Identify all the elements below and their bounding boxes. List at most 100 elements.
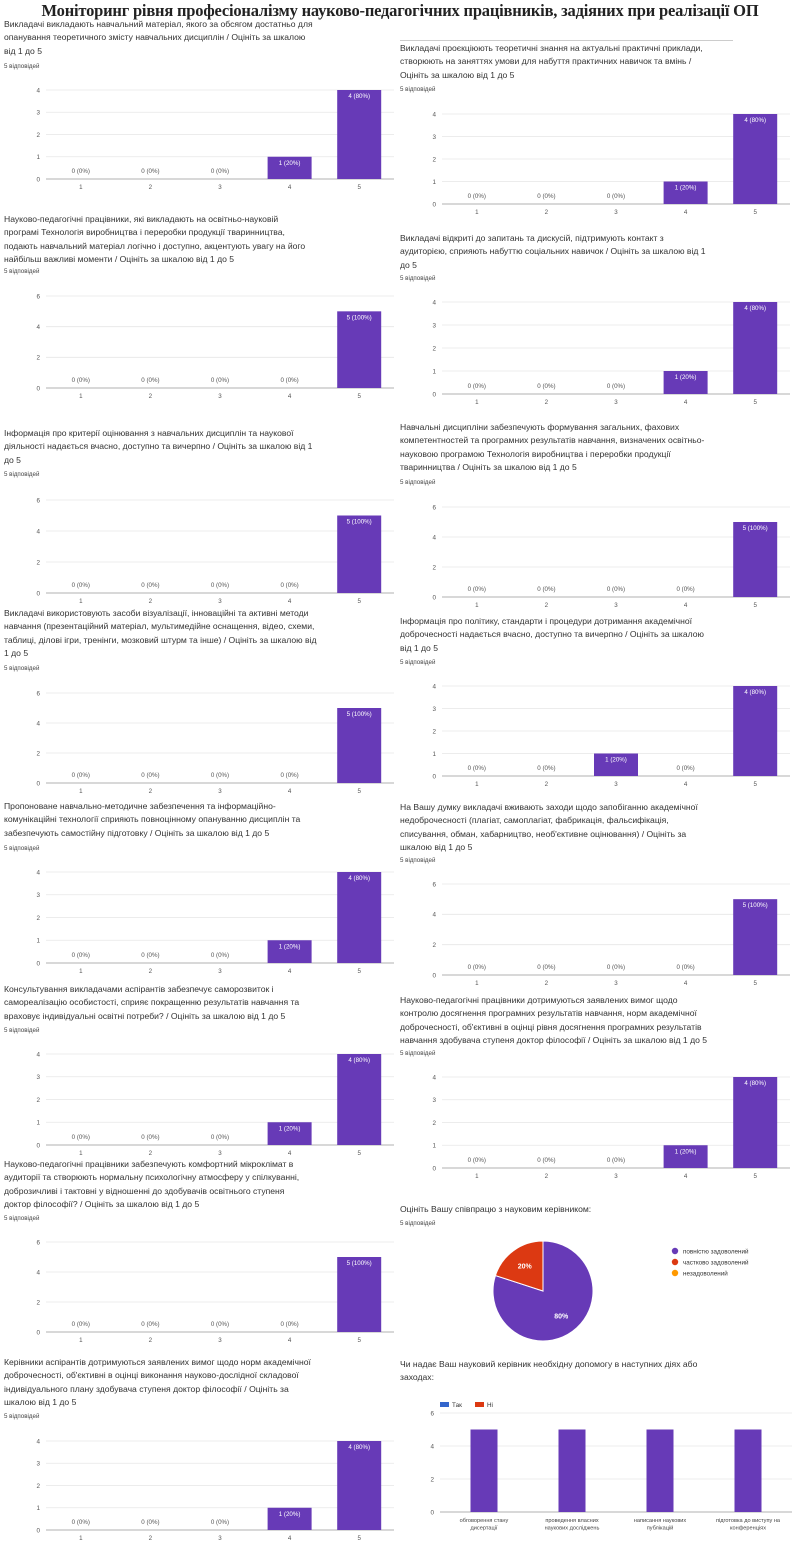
data-label: 0 (0%): [141, 168, 159, 175]
data-label: 0 (0%): [280, 582, 298, 589]
x-tick-label: 3: [614, 209, 618, 216]
x-tick-label: 5: [753, 399, 757, 406]
data-label: 0 (0%): [211, 1321, 229, 1328]
responses-count: 5 відповідей: [400, 857, 436, 864]
y-tick-label: 0: [432, 594, 436, 601]
x-tick-label: 2: [149, 788, 153, 795]
data-label: 0 (0%): [72, 1519, 90, 1526]
question-line: Оцініть Вашу співпрацю з науковим керівн…: [400, 1204, 592, 1214]
question-text: Оцініть Вашу співпрацю з науковим керівн…: [400, 1203, 790, 1216]
bar: [733, 1077, 778, 1168]
x-tick-label: 3: [218, 788, 222, 795]
question-line: таблиці, ділові ігри, тренінги, мозковий…: [4, 634, 317, 645]
data-label: 0 (0%): [72, 952, 90, 959]
question-text: На Вашу думку викладачі вживають заходи …: [400, 801, 790, 855]
bar-chart: 0 1 2 3 4 0 (0%) 1 0 (0%) 2 0 (0%) 3 1 (20%) 4 4 (80%…: [36, 1438, 394, 1542]
data-label: 4 (80%): [348, 93, 370, 100]
bar: [663, 1145, 708, 1168]
data-label: 0 (0%): [211, 952, 229, 959]
x-tick-label: 3: [614, 781, 618, 788]
data-label: 0 (0%): [468, 1157, 486, 1164]
question-line: доброчесності, об'єктивні в оцінці рівня…: [400, 1021, 702, 1032]
x-tick-label: 1: [475, 980, 479, 987]
data-label: 0 (0%): [141, 1519, 159, 1526]
data-label: 0 (0%): [280, 377, 298, 384]
y-tick-label: 2: [430, 1476, 434, 1483]
bar: [663, 371, 708, 394]
x-tick-label: 2: [149, 184, 153, 191]
question-line: Інформація про політику, стандарти і про…: [400, 616, 693, 626]
question-line: Науково-педагогічні працівники забезпечу…: [4, 1159, 294, 1169]
pie-chart: 80% 20% повністю задоволений частково задов…: [492, 1240, 749, 1342]
responses-count: 5 відповідей: [400, 479, 436, 486]
y-tick-label: 4: [36, 1438, 40, 1445]
data-label: 5 (100%): [347, 314, 372, 321]
question-text: Чи надає Ваш науковий керівник необхідну…: [400, 1358, 790, 1385]
x-tick-label: 1: [79, 1150, 83, 1157]
x-tick-label: 2: [149, 1535, 153, 1542]
question-line: найбільш важливі моменти / Оцініть за шк…: [4, 254, 235, 265]
x-tick-label: 1: [79, 788, 83, 795]
x-tick-label: 1: [79, 393, 83, 400]
x-tick-label: 1: [475, 1173, 479, 1180]
bar-chart: 0 1 2 3 4 0 (0%) 1 0 (0%) 2 1 (20%) 3 0 (0%) 4 4 (80%…: [432, 683, 790, 788]
data-label: 1 (20%): [605, 757, 627, 764]
responses-count: 5 відповідей: [400, 1050, 436, 1057]
y-tick-label: 4: [430, 1443, 434, 1450]
x-tick-label: 2: [545, 399, 549, 406]
data-label: 0 (0%): [468, 964, 486, 971]
y-tick-label: 3: [432, 706, 436, 713]
question-line: до 5: [400, 259, 417, 270]
question-line: Оцініть за шкалою від 1 до 5: [400, 69, 515, 80]
x-tick-label: 5: [357, 1535, 361, 1542]
x-tick-label: 3: [614, 980, 618, 987]
question-line: заходах:: [400, 1372, 434, 1383]
bar-chart: 0 1 2 3 4 0 (0%) 1 0 (0%) 2 0 (0%) 3 1 (20%) 4 4 (80%…: [432, 299, 790, 406]
y-tick-label: 3: [36, 1074, 40, 1081]
y-tick-label: 6: [36, 293, 40, 300]
responses-count: 5 відповідей: [4, 268, 40, 275]
data-label: 0 (0%): [211, 582, 229, 589]
y-tick-label: 2: [36, 1483, 40, 1490]
data-label: 0 (0%): [72, 1134, 90, 1141]
x-tick-label: 5: [753, 209, 757, 216]
question-line: від 1 до 5: [4, 45, 43, 56]
data-label: 0 (0%): [211, 168, 229, 175]
y-tick-label: 6: [36, 690, 40, 697]
question-line: Керівники аспірантів дотримуються заявле…: [4, 1357, 311, 1367]
y-tick-label: 6: [430, 1410, 434, 1417]
x-tick-label: 3: [218, 598, 222, 605]
bar: [646, 1429, 674, 1512]
data-label: 0 (0%): [141, 377, 159, 384]
x-tick-label: 1: [475, 209, 479, 216]
x-tick-label: 3: [218, 1535, 222, 1542]
x-tick-label: 3: [218, 184, 222, 191]
y-tick-label: 4: [432, 111, 436, 118]
data-label: 0 (0%): [72, 377, 90, 384]
y-tick-label: 0: [432, 1165, 436, 1172]
pie-slice-label: 20%: [518, 1263, 533, 1270]
data-label: 4 (80%): [348, 1057, 370, 1064]
question-line: недоброчесності (плагіат, самоплагіат, ф…: [400, 815, 669, 826]
legend-label: Ні: [487, 1401, 493, 1409]
y-tick-label: 2: [36, 559, 40, 566]
bar-chart: 0 2 4 6 0 (0%) 1 0 (0%) 2 0 (0%) 3 0 (0%) 4 5 (100%)…: [432, 504, 790, 609]
data-label: 0 (0%): [280, 1321, 298, 1328]
y-tick-label: 0: [36, 780, 40, 787]
data-label: 4 (80%): [348, 875, 370, 882]
question-line: доброчесності надається вчасно, доступно…: [400, 629, 704, 640]
x-tick-label: підготовка до виступу на: [716, 1518, 781, 1524]
responses-count: 5 відповідей: [4, 845, 40, 852]
question-line: доброчесності, об'єктивні в оцінці викон…: [4, 1370, 299, 1381]
x-tick-label: 4: [684, 209, 688, 216]
legend-label: незадоволений: [683, 1270, 728, 1278]
question-line: шкалою від 1 до 5: [400, 842, 473, 853]
x-tick-label: 2: [545, 1173, 549, 1180]
x-tick-label: 5: [753, 602, 757, 609]
bar-chart: 0 2 4 6 Так Ні обговорення стану дисертації пров…: [430, 1401, 792, 1532]
data-label: 5 (100%): [347, 1260, 372, 1267]
question-line: шкалою від 1 до 5: [4, 1397, 77, 1408]
y-tick-label: 6: [36, 497, 40, 504]
question-line: враховує індивідуальні освітні потреби? …: [4, 1010, 286, 1021]
data-label: 0 (0%): [537, 1157, 555, 1164]
